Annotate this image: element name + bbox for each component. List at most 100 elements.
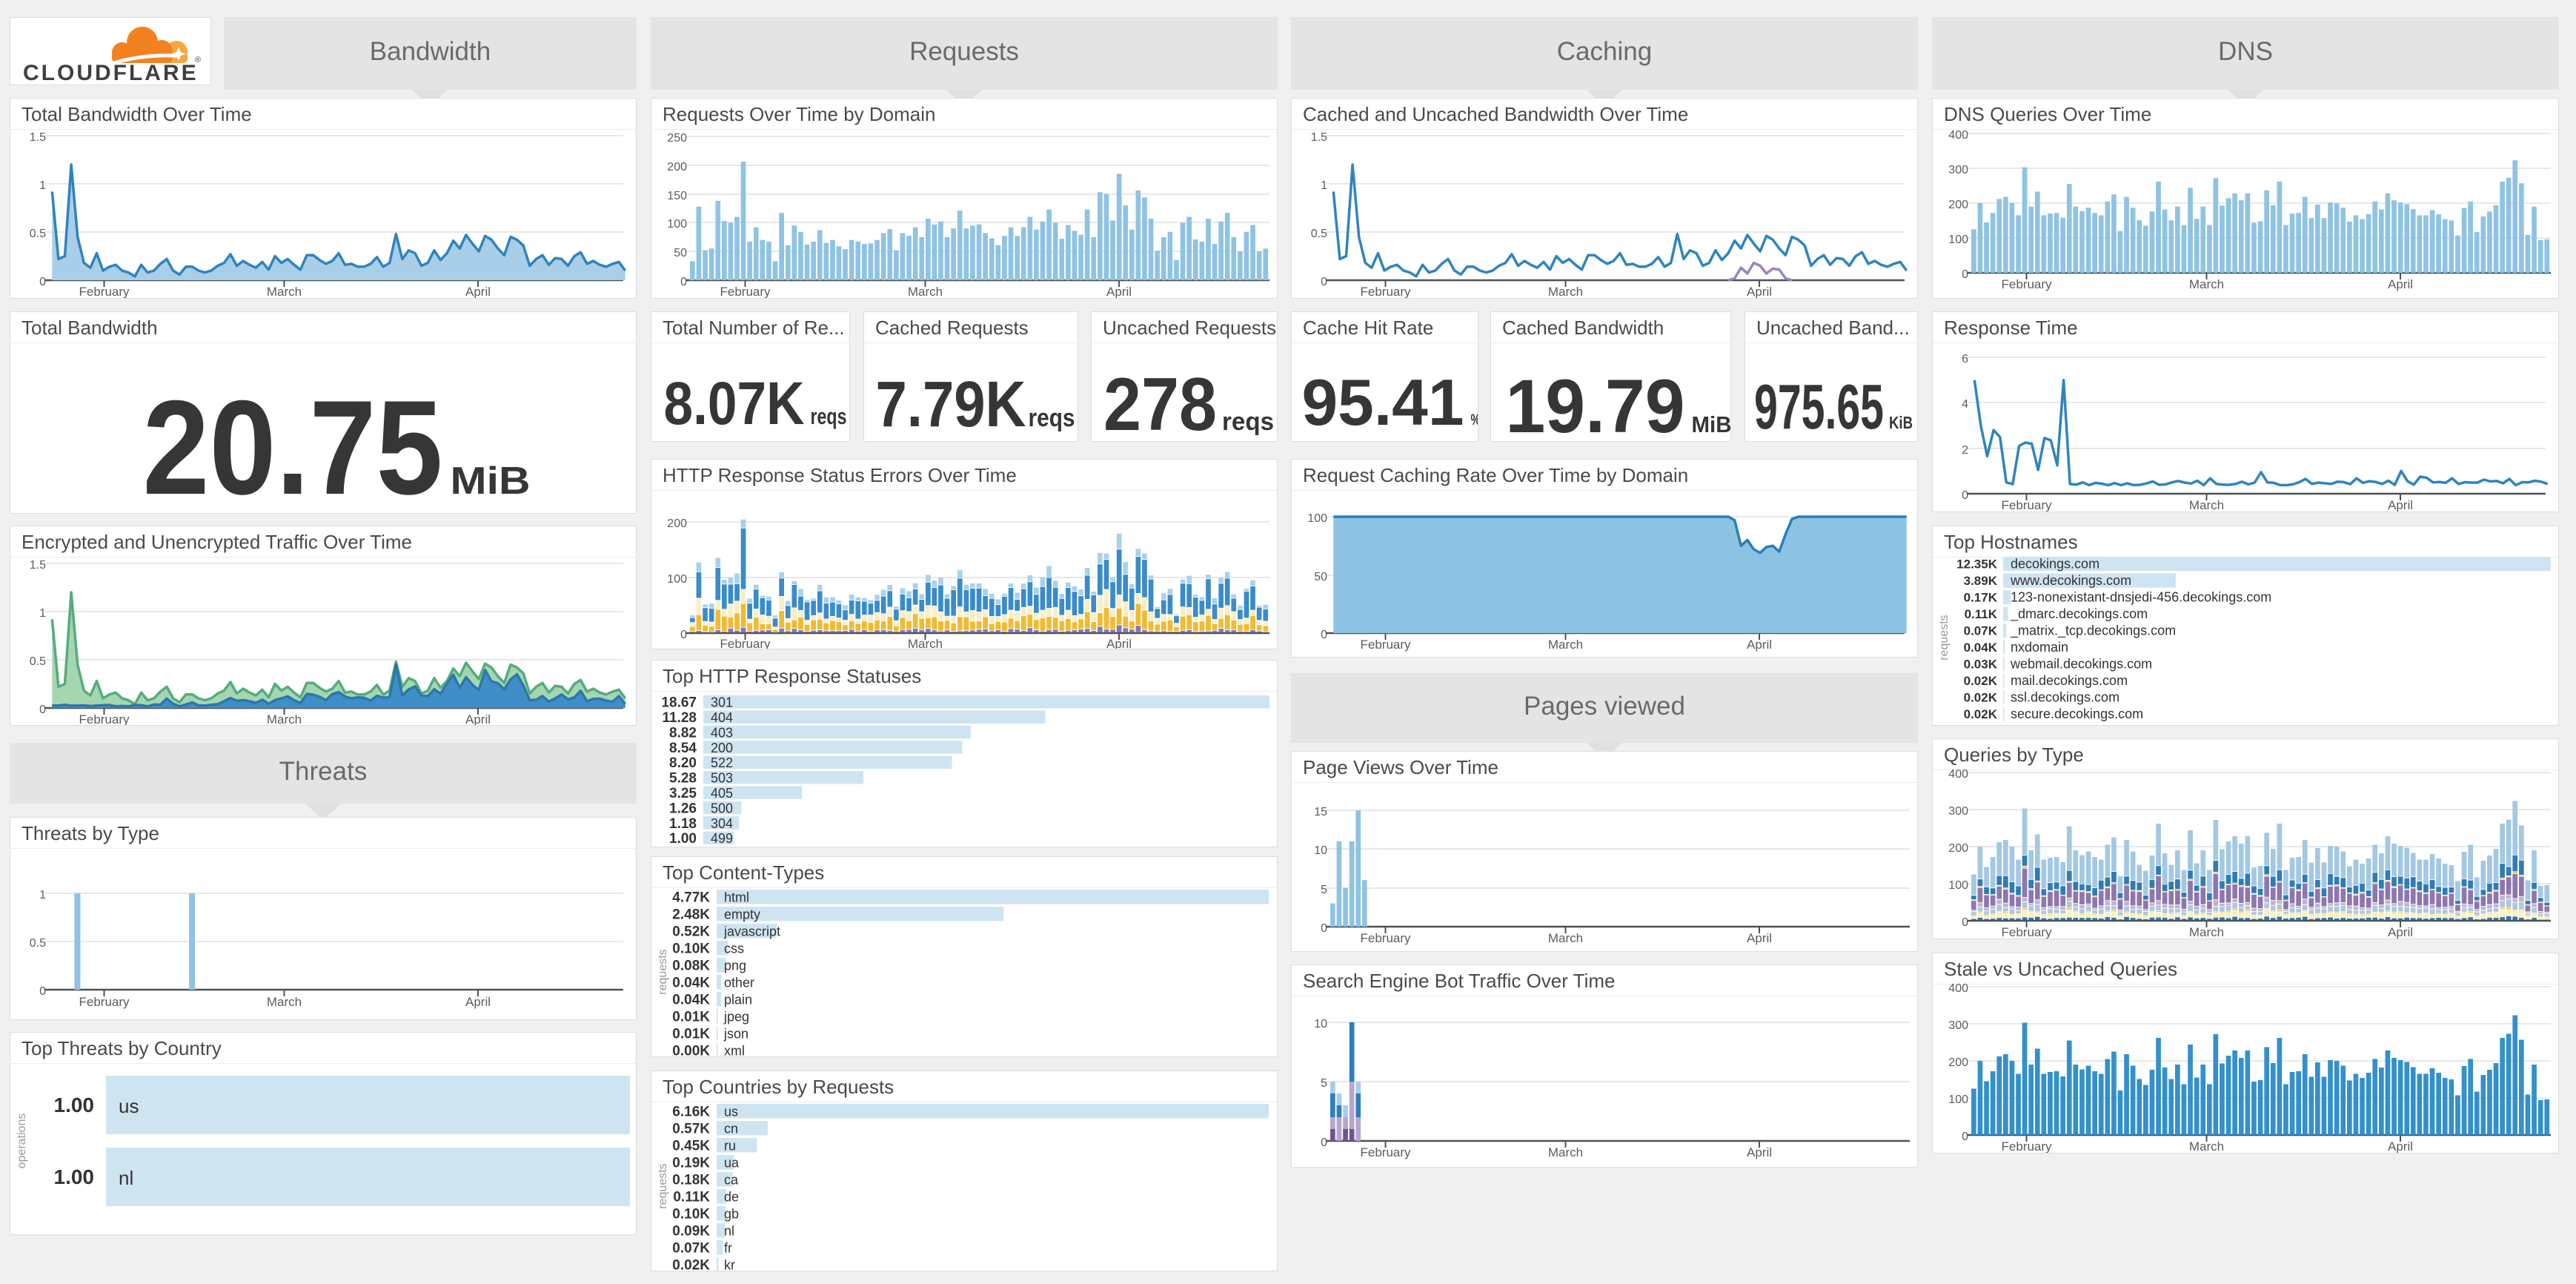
svg-text:April: April bbox=[2388, 498, 2413, 512]
svg-text:1.00: 1.00 bbox=[54, 1165, 95, 1188]
svg-text:April: April bbox=[1747, 931, 1772, 945]
svg-text:0.04K: 0.04K bbox=[672, 976, 710, 991]
svg-text:requests: requests bbox=[1938, 615, 1951, 660]
svg-text:0.04K: 0.04K bbox=[1964, 641, 1998, 655]
svg-text:empty: empty bbox=[724, 907, 760, 922]
svg-text:0: 0 bbox=[39, 276, 46, 288]
svg-text:400: 400 bbox=[1948, 982, 1968, 995]
svg-text:0: 0 bbox=[680, 276, 687, 288]
svg-text:0.04K: 0.04K bbox=[672, 993, 710, 1008]
svg-text:200: 200 bbox=[711, 741, 733, 755]
svg-text:100: 100 bbox=[1948, 234, 1968, 246]
svg-text:decokings.com: decokings.com bbox=[2011, 557, 2099, 572]
svg-text:50: 50 bbox=[674, 247, 687, 259]
svg-text:February: February bbox=[720, 285, 771, 298]
svg-text:reqs: reqs bbox=[1222, 408, 1274, 436]
svg-text:April: April bbox=[465, 712, 491, 725]
svg-text:278: 278 bbox=[1103, 363, 1217, 441]
svg-text:200: 200 bbox=[1948, 199, 1968, 211]
svg-text:March: March bbox=[908, 285, 943, 298]
svg-text:plain: plain bbox=[724, 993, 752, 1007]
svg-text:nl: nl bbox=[119, 1167, 133, 1189]
svg-text:March: March bbox=[2189, 1139, 2224, 1153]
svg-text:503: 503 bbox=[711, 771, 733, 786]
svg-text:1.00: 1.00 bbox=[669, 831, 697, 847]
svg-text:www.decokings.com: www.decokings.com bbox=[2010, 573, 2131, 588]
svg-text:February: February bbox=[1360, 1145, 1411, 1159]
svg-text:ca: ca bbox=[724, 1173, 739, 1188]
svg-text:April: April bbox=[1747, 1145, 1772, 1159]
svg-text:7.79K: 7.79K bbox=[876, 368, 1026, 440]
svg-text:300: 300 bbox=[1948, 805, 1968, 818]
svg-text:CLOUDFLARE: CLOUDFLARE bbox=[23, 61, 199, 85]
svg-text:April: April bbox=[465, 285, 491, 298]
svg-text:us: us bbox=[119, 1095, 139, 1117]
svg-text:8.20: 8.20 bbox=[669, 755, 697, 771]
svg-text:10: 10 bbox=[1314, 1018, 1327, 1030]
svg-text:2: 2 bbox=[1962, 444, 1968, 457]
svg-text:250: 250 bbox=[667, 132, 687, 145]
svg-text:0: 0 bbox=[39, 704, 46, 716]
svg-text:_matrix._tcp.decokings.com: _matrix._tcp.decokings.com bbox=[2010, 623, 2176, 639]
svg-text:300: 300 bbox=[1948, 164, 1968, 176]
svg-text:April: April bbox=[2388, 925, 2413, 939]
svg-text:100: 100 bbox=[667, 218, 687, 231]
svg-text:png: png bbox=[724, 959, 746, 973]
svg-text:0.10K: 0.10K bbox=[672, 942, 710, 957]
svg-text:0.02K: 0.02K bbox=[1964, 691, 1998, 705]
svg-text:0.18K: 0.18K bbox=[672, 1173, 710, 1188]
svg-text:301: 301 bbox=[711, 695, 733, 710]
svg-text:300: 300 bbox=[1948, 1019, 1968, 1032]
svg-text:kr: kr bbox=[724, 1258, 735, 1271]
svg-text:html: html bbox=[724, 890, 749, 905]
svg-text:March: March bbox=[1548, 285, 1583, 298]
svg-text:0.10K: 0.10K bbox=[672, 1207, 710, 1222]
svg-text:mail.decokings.com: mail.decokings.com bbox=[2011, 673, 2128, 688]
svg-text:March: March bbox=[2189, 498, 2224, 512]
svg-text:April: April bbox=[465, 995, 491, 1009]
svg-text:jpeg: jpeg bbox=[723, 1010, 749, 1025]
svg-text:0.01K: 0.01K bbox=[672, 1027, 710, 1042]
svg-text:April: April bbox=[1106, 285, 1132, 298]
svg-text:0: 0 bbox=[1962, 916, 1968, 929]
svg-text:0.02K: 0.02K bbox=[1964, 707, 1998, 721]
svg-text:February: February bbox=[1360, 931, 1411, 945]
svg-text:18.67: 18.67 bbox=[661, 695, 697, 711]
svg-text:0.5: 0.5 bbox=[30, 655, 46, 668]
svg-text:1.5: 1.5 bbox=[1311, 131, 1327, 144]
svg-text:March: March bbox=[2189, 277, 2224, 291]
svg-text:March: March bbox=[1548, 638, 1583, 652]
svg-text:15: 15 bbox=[1314, 806, 1327, 818]
svg-text:javascript: javascript bbox=[723, 924, 780, 939]
svg-text:February: February bbox=[2001, 1139, 2052, 1153]
svg-text:MiB: MiB bbox=[1692, 411, 1731, 437]
svg-text:xml: xml bbox=[724, 1044, 745, 1056]
svg-text:css: css bbox=[724, 942, 744, 956]
svg-text:0.11K: 0.11K bbox=[673, 1190, 710, 1205]
svg-text:April: April bbox=[1747, 285, 1772, 298]
svg-text:April: April bbox=[2388, 277, 2413, 291]
svg-text:150: 150 bbox=[667, 190, 687, 202]
svg-text:March: March bbox=[908, 637, 943, 649]
svg-text:0.11K: 0.11K bbox=[1965, 607, 1998, 621]
svg-text:de: de bbox=[724, 1190, 739, 1205]
svg-text:10: 10 bbox=[1314, 844, 1327, 857]
svg-text:ssl.decokings.com: ssl.decokings.com bbox=[2011, 690, 2119, 705]
svg-text:0: 0 bbox=[39, 985, 46, 998]
svg-text:_dmarc.decokings.com: _dmarc.decokings.com bbox=[2010, 606, 2148, 622]
svg-text:0.08K: 0.08K bbox=[672, 959, 710, 974]
svg-text:February: February bbox=[2001, 925, 2052, 939]
svg-text:February: February bbox=[2001, 498, 2052, 512]
svg-text:123-nonexistant-dnsjedi-456.de: 123-nonexistant-dnsjedi-456.decokings.co… bbox=[2011, 590, 2271, 605]
svg-text:1.18: 1.18 bbox=[669, 816, 697, 832]
svg-text:0.03K: 0.03K bbox=[1964, 658, 1998, 672]
svg-text:3.89K: 3.89K bbox=[1964, 574, 1998, 588]
svg-text:April: April bbox=[1747, 638, 1772, 652]
svg-text:fr: fr bbox=[724, 1241, 732, 1256]
svg-text:0: 0 bbox=[1321, 276, 1327, 288]
svg-text:1.5: 1.5 bbox=[30, 559, 46, 572]
svg-text:0: 0 bbox=[1962, 1131, 1968, 1143]
svg-text:522: 522 bbox=[711, 755, 733, 770]
svg-text:0.02K: 0.02K bbox=[672, 1258, 710, 1271]
svg-text:0.09K: 0.09K bbox=[672, 1224, 710, 1240]
